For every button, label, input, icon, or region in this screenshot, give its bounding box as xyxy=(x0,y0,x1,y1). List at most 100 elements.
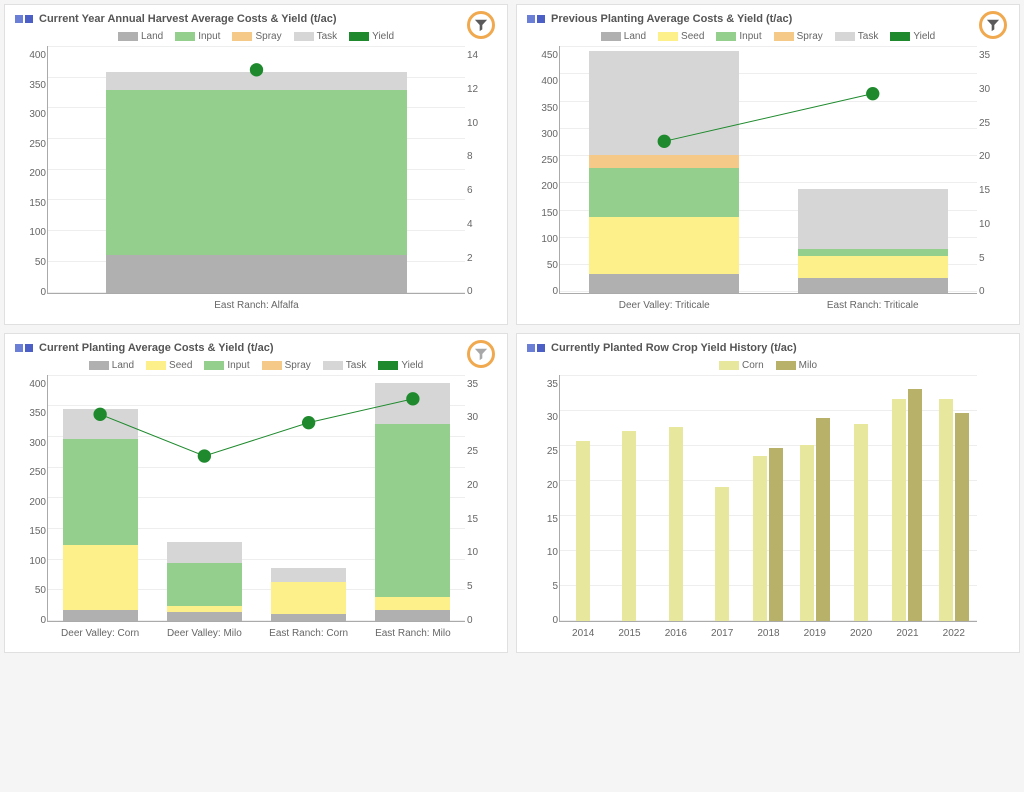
stacked-bar[interactable] xyxy=(271,507,346,621)
bar-milo[interactable] xyxy=(769,448,783,621)
segment-input xyxy=(589,168,739,217)
segment-land xyxy=(375,610,450,621)
x-axis-label: 2018 xyxy=(745,628,791,639)
card-current-planting: Current Planting Average Costs & Yield (… xyxy=(4,333,508,654)
legend-item[interactable]: Yield xyxy=(378,360,423,371)
bar-corn[interactable] xyxy=(753,456,767,622)
title-indicator-icon xyxy=(15,344,33,352)
stacked-bar[interactable] xyxy=(63,392,138,621)
bar-corn[interactable] xyxy=(576,441,590,621)
title-indicator-icon xyxy=(15,15,33,23)
bar-corn[interactable] xyxy=(939,399,953,621)
bar-corn[interactable] xyxy=(715,487,729,621)
legend-item[interactable]: Task xyxy=(835,31,879,42)
x-axis-label: East Ranch: Milo xyxy=(361,628,465,639)
segment-land xyxy=(271,614,346,621)
legend-item[interactable]: Input xyxy=(204,360,249,371)
chart-area: 050100150200250300350400450 051015202530… xyxy=(517,46,1019,324)
chart-legend: Land Input Spray Task Yield xyxy=(5,29,507,46)
stacked-bar[interactable] xyxy=(167,482,242,621)
legend-item[interactable]: Task xyxy=(294,31,338,42)
bar-group: East Ranch: Corn xyxy=(257,375,361,622)
chart-area: 050100150200250300350400 02468101214 Eas… xyxy=(5,46,507,324)
segment-land xyxy=(106,255,406,293)
segment-seed xyxy=(271,582,346,614)
year-group: 2019 xyxy=(792,375,838,622)
segment-land xyxy=(798,278,948,293)
bar-group: East Ranch: Milo xyxy=(361,375,465,622)
year-group: 2022 xyxy=(931,375,977,622)
card-header: Current Planting Average Costs & Yield (… xyxy=(5,334,507,358)
segment-task xyxy=(798,189,948,249)
segment-land xyxy=(167,612,242,621)
bar-corn[interactable] xyxy=(669,427,683,621)
legend-item[interactable]: Seed xyxy=(658,31,704,42)
chart-legend: Land Seed Input Spray Task Yield xyxy=(517,29,1019,46)
x-axis-label: 2020 xyxy=(838,628,884,639)
segment-input xyxy=(63,439,138,545)
card-annual-harvest: Current Year Annual Harvest Average Cost… xyxy=(4,4,508,325)
bar-corn[interactable] xyxy=(854,424,868,621)
x-axis-label: Deer Valley: Corn xyxy=(48,628,152,639)
bar-milo[interactable] xyxy=(908,389,922,621)
stacked-bar[interactable] xyxy=(798,133,948,293)
card-header: Previous Planting Average Costs & Yield … xyxy=(517,5,1019,29)
bar-corn[interactable] xyxy=(800,445,814,621)
stacked-bar[interactable] xyxy=(589,49,739,293)
bar-group: Deer Valley: Corn xyxy=(48,375,152,622)
legend-item[interactable]: Task xyxy=(323,360,367,371)
filter-button[interactable] xyxy=(467,340,495,368)
segment-seed xyxy=(798,256,948,278)
x-axis-label: 2021 xyxy=(884,628,930,639)
legend-item[interactable]: Spray xyxy=(262,360,311,371)
legend-item[interactable]: Milo xyxy=(776,360,817,371)
legend-item[interactable]: Input xyxy=(716,31,761,42)
legend-item[interactable]: Yield xyxy=(890,31,935,42)
filter-button[interactable] xyxy=(467,11,495,39)
x-axis-label: East Ranch: Alfalfa xyxy=(48,300,465,311)
x-axis-label: 2014 xyxy=(560,628,606,639)
filter-button[interactable] xyxy=(979,11,1007,39)
year-group: 2020 xyxy=(838,375,884,622)
year-group: 2015 xyxy=(606,375,652,622)
legend-item[interactable]: Spray xyxy=(774,31,823,42)
card-title: Current Planting Average Costs & Yield (… xyxy=(39,342,274,354)
card-title: Currently Planted Row Crop Yield History… xyxy=(551,342,797,354)
x-axis-label: East Ranch: Corn xyxy=(257,628,361,639)
funnel-icon xyxy=(474,347,488,361)
year-group: 2021 xyxy=(884,375,930,622)
legend-item[interactable]: Corn xyxy=(719,360,764,371)
legend-item[interactable]: Spray xyxy=(232,31,281,42)
legend-item[interactable]: Land xyxy=(118,31,163,42)
stacked-bar[interactable] xyxy=(106,60,406,293)
segment-input xyxy=(167,563,242,607)
bar-group: East Ranch: Triticale xyxy=(769,46,978,293)
legend-item[interactable]: Input xyxy=(175,31,220,42)
segment-task xyxy=(375,383,450,424)
stacked-bar[interactable] xyxy=(375,379,450,621)
year-group: 2016 xyxy=(653,375,699,622)
segment-seed xyxy=(63,545,138,610)
legend-item[interactable]: Land xyxy=(89,360,134,371)
segment-task xyxy=(106,72,406,89)
segment-land xyxy=(63,610,138,621)
segment-land xyxy=(589,274,739,293)
legend-item[interactable]: Land xyxy=(601,31,646,42)
bar-corn[interactable] xyxy=(622,431,636,621)
bar-milo[interactable] xyxy=(955,413,969,621)
funnel-icon xyxy=(986,18,1000,32)
legend-item[interactable]: Yield xyxy=(349,31,394,42)
x-axis-label: 2016 xyxy=(653,628,699,639)
bar-milo[interactable] xyxy=(816,418,830,621)
legend-item[interactable]: Seed xyxy=(146,360,192,371)
x-axis-label: East Ranch: Triticale xyxy=(769,300,978,311)
bar-group: Deer Valley: Milo xyxy=(152,375,256,622)
chart-area: 05101520253035 2014201520162017201820192… xyxy=(517,375,1019,653)
title-indicator-icon xyxy=(527,344,545,352)
funnel-icon xyxy=(474,18,488,32)
card-yield-history: Currently Planted Row Crop Yield History… xyxy=(516,333,1020,654)
bar-corn[interactable] xyxy=(892,399,906,621)
chart-legend: Corn Milo xyxy=(517,358,1019,375)
card-title: Previous Planting Average Costs & Yield … xyxy=(551,13,792,25)
chart-area: 050100150200250300350400 05101520253035 … xyxy=(5,375,507,653)
